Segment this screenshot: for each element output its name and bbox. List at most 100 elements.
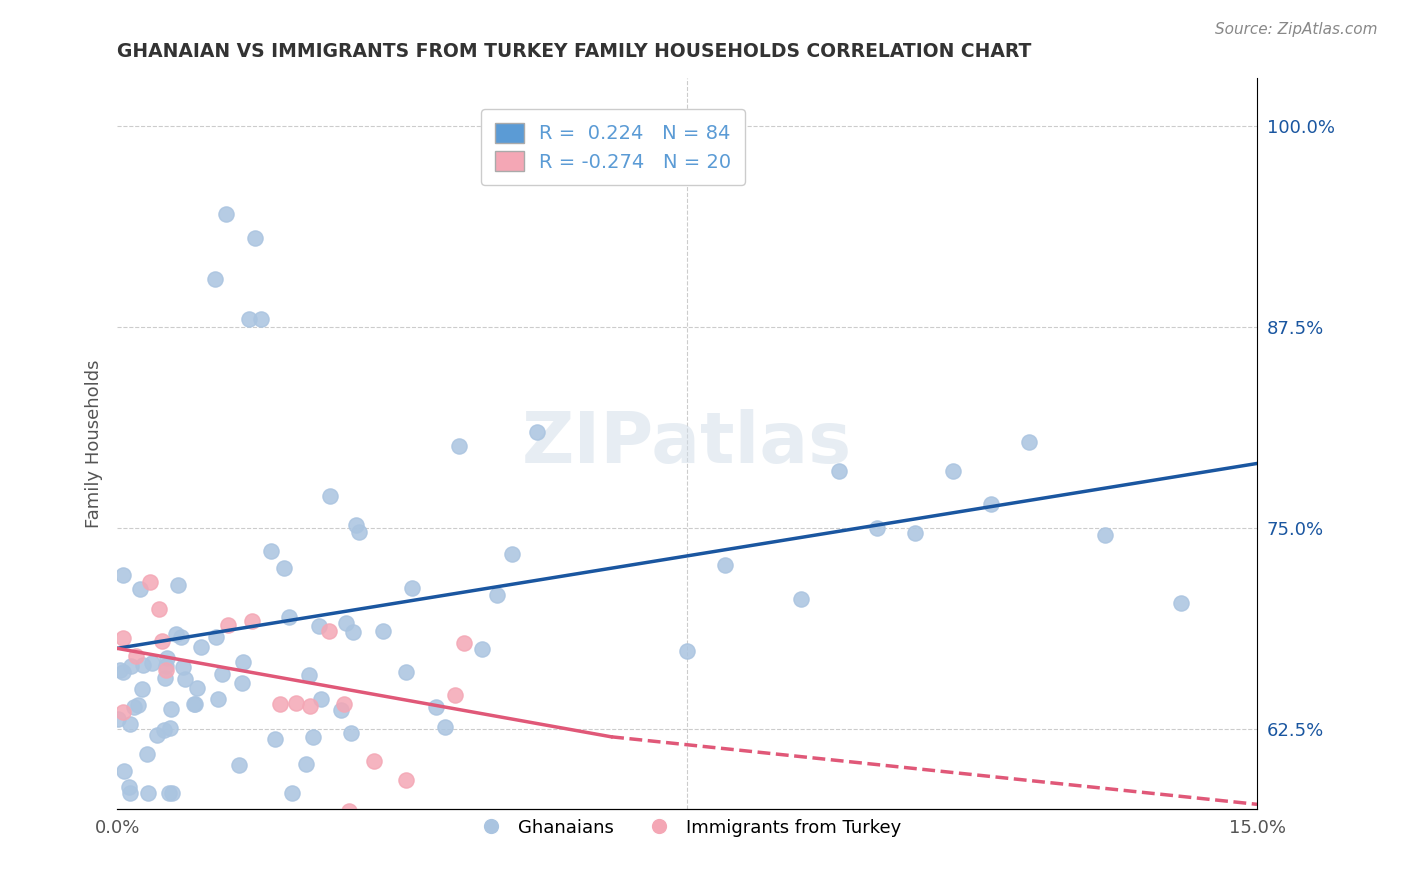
Point xyxy=(141,657,163,671)
Point xyxy=(395,773,418,788)
Point xyxy=(131,658,153,673)
Point xyxy=(127,698,149,712)
Point xyxy=(120,717,142,731)
Point xyxy=(107,712,129,726)
Point xyxy=(942,464,965,478)
Point xyxy=(243,231,266,245)
Point xyxy=(125,648,148,663)
Point xyxy=(136,786,159,800)
Point xyxy=(453,636,475,650)
Point xyxy=(342,625,364,640)
Point xyxy=(471,642,494,657)
Point xyxy=(363,754,385,768)
Text: ZIPatlas: ZIPatlas xyxy=(522,409,852,478)
Point xyxy=(298,699,321,714)
Point xyxy=(333,697,356,711)
Point xyxy=(1018,434,1040,449)
Point xyxy=(676,644,699,658)
Point xyxy=(117,780,139,794)
Point xyxy=(156,651,179,665)
Point xyxy=(329,703,352,717)
Point xyxy=(371,624,394,639)
Point xyxy=(295,756,318,771)
Point xyxy=(443,688,465,702)
Point xyxy=(153,671,176,685)
Point xyxy=(160,786,183,800)
Point xyxy=(111,568,134,582)
Point xyxy=(298,668,321,682)
Point xyxy=(232,655,254,669)
Point xyxy=(347,524,370,539)
Point xyxy=(526,425,548,439)
Point xyxy=(340,726,363,740)
Point xyxy=(285,696,308,710)
Point xyxy=(146,728,169,742)
Point xyxy=(150,634,173,648)
Point xyxy=(486,588,509,602)
Point xyxy=(131,681,153,696)
Point xyxy=(183,697,205,711)
Point xyxy=(269,698,291,712)
Point xyxy=(1094,528,1116,542)
Point xyxy=(160,702,183,716)
Point xyxy=(339,804,361,818)
Y-axis label: Family Households: Family Households xyxy=(86,359,103,527)
Point xyxy=(174,672,197,686)
Point xyxy=(309,692,332,706)
Point xyxy=(215,207,238,221)
Point xyxy=(173,660,195,674)
Point xyxy=(148,602,170,616)
Point xyxy=(240,614,263,628)
Point xyxy=(866,521,889,535)
Point xyxy=(250,311,273,326)
Point xyxy=(170,631,193,645)
Point xyxy=(139,574,162,589)
Point xyxy=(120,659,142,673)
Point xyxy=(790,592,813,607)
Point xyxy=(980,497,1002,511)
Point xyxy=(159,722,181,736)
Point xyxy=(153,723,176,738)
Point xyxy=(714,558,737,572)
Point xyxy=(157,786,180,800)
Text: GHANAIAN VS IMMIGRANTS FROM TURKEY FAMILY HOUSEHOLDS CORRELATION CHART: GHANAIAN VS IMMIGRANTS FROM TURKEY FAMIL… xyxy=(117,42,1032,61)
Point xyxy=(238,311,260,326)
Point xyxy=(179,814,201,829)
Point xyxy=(395,665,418,680)
Point xyxy=(108,664,131,678)
Text: Source: ZipAtlas.com: Source: ZipAtlas.com xyxy=(1215,22,1378,37)
Point xyxy=(264,732,287,747)
Point xyxy=(828,464,851,478)
Point xyxy=(308,618,330,632)
Point xyxy=(111,705,134,719)
Point xyxy=(122,699,145,714)
Point xyxy=(904,525,927,540)
Point xyxy=(433,720,456,734)
Legend: Ghanaians, Immigrants from Turkey: Ghanaians, Immigrants from Turkey xyxy=(465,812,908,844)
Point xyxy=(231,676,253,690)
Point xyxy=(301,731,323,745)
Point xyxy=(217,617,239,632)
Point xyxy=(186,681,208,695)
Point xyxy=(501,547,523,561)
Point xyxy=(401,581,423,595)
Point xyxy=(281,786,304,800)
Point xyxy=(166,627,188,641)
Point xyxy=(155,663,177,677)
Point xyxy=(118,786,141,800)
Point xyxy=(111,631,134,645)
Point xyxy=(207,692,229,706)
Point xyxy=(273,561,295,575)
Point xyxy=(112,764,135,779)
Point xyxy=(228,758,250,772)
Point xyxy=(319,489,342,503)
Point xyxy=(259,544,281,558)
Point xyxy=(111,665,134,680)
Point xyxy=(190,640,212,654)
Point xyxy=(155,658,177,673)
Point xyxy=(136,747,159,761)
Point xyxy=(204,630,226,644)
Point xyxy=(204,271,226,285)
Point xyxy=(211,667,233,681)
Point xyxy=(447,439,470,453)
